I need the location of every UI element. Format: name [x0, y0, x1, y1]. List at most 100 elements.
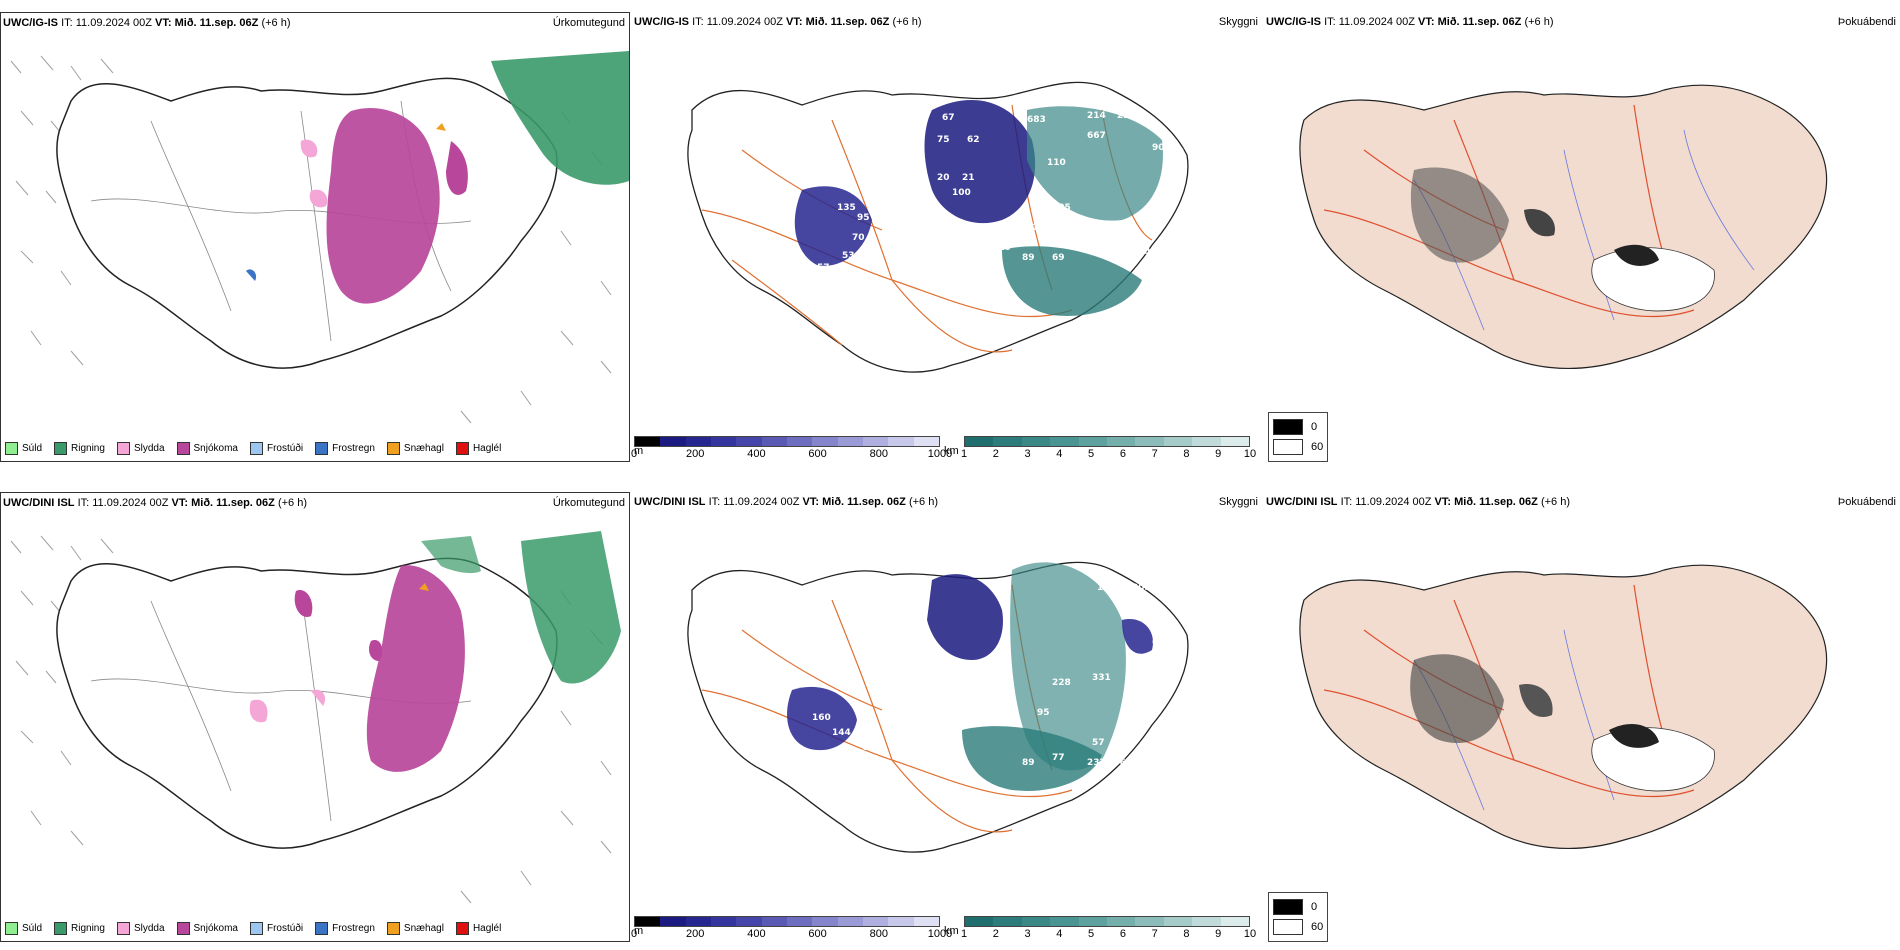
fog-swatch — [1273, 919, 1303, 935]
colorbar-segment — [736, 917, 762, 926]
legend-item: Rigning — [54, 442, 105, 455]
cloud-base-label: 75 — [937, 135, 950, 145]
fog-swatch — [1273, 439, 1303, 455]
colorbar-segment — [837, 437, 863, 446]
colorbar-segment — [1163, 917, 1193, 926]
legend-swatch — [455, 922, 469, 935]
legend-label: Snjókoma — [193, 443, 238, 454]
legend-label: Snjókoma — [193, 923, 238, 934]
colorbar-tick-label: 5 — [1088, 448, 1095, 460]
colorbar-tick-label: 7 — [1151, 928, 1158, 940]
colorbar-segment — [635, 437, 661, 446]
colorbar-segment — [1021, 437, 1051, 446]
panel-header: UWC/IG-IS IT: 11.09.2024 00Z VT: Mið. 11… — [1266, 16, 1554, 28]
legend-item: Slydda — [116, 922, 165, 935]
panel-precip-type-igis: UWC/IG-IS IT: 11.09.2024 00Z VT: Mið. 11… — [0, 12, 630, 462]
colorbar-segment — [913, 917, 939, 926]
m-unit-label: m — [634, 445, 644, 457]
cloud-base-label: 353 — [1142, 743, 1161, 753]
cloud-base-label: 89 — [1022, 758, 1035, 768]
cloud-base-label: 173 — [1032, 223, 1051, 233]
legend-label: Slydda — [133, 443, 165, 454]
panel-title: Þokuábendi — [1837, 16, 1896, 28]
cloud-base-label: 70 — [852, 233, 865, 243]
colorbar-segment — [1220, 437, 1250, 446]
colorbar-segment — [965, 917, 994, 926]
legend-swatch — [455, 442, 469, 455]
cloud-base-label: 105 — [1052, 203, 1071, 213]
fog-map — [1299, 84, 1828, 370]
colorbar-segment — [862, 437, 889, 446]
fog-legend-label: 60 — [1311, 921, 1324, 933]
fog-legend-label: 0 — [1311, 901, 1318, 913]
cloud-base-label: 110 — [992, 243, 1011, 253]
cloud-base-label: 135 — [837, 203, 856, 213]
panel-header: UWC/IG-IS IT: 11.09.2024 00Z VT: Mið. 11… — [3, 17, 291, 29]
cloud-base-label: 67 — [862, 743, 875, 753]
cloud-base-label: 69 — [1052, 253, 1065, 263]
visibility-km-colorbar: 1 2 3 4 5 6 7 8 9 10 — [960, 916, 1256, 941]
cloud-base-label: 95 — [857, 213, 870, 223]
colorbar-segment — [862, 917, 889, 926]
legend-label: Frostregn — [332, 443, 375, 454]
colorbar-tick-label: 1 — [960, 928, 968, 940]
panel-header: UWC/DINI ISL IT: 11.09.2024 00Z VT: Mið.… — [634, 496, 938, 508]
cloud-base-label: 57 — [1092, 738, 1105, 748]
colorbar-segment — [710, 437, 737, 446]
colorbar-tick-label: 800 — [869, 928, 888, 940]
colorbar-segment — [635, 917, 661, 926]
colorbar-segment — [1050, 917, 1079, 926]
colorbar-segment — [1220, 917, 1250, 926]
cloud-base-label: 90 — [1152, 143, 1165, 153]
visibility-m-colorbar: 0 200 400 600 800 1000 — [631, 916, 952, 941]
cloud-base-label: 331 — [1092, 673, 1111, 683]
legend-swatch — [176, 922, 190, 935]
colorbar-tick-label: 1000 — [927, 928, 953, 940]
panel-fog-dini: UWC/DINI ISL IT: 11.09.2024 00Z VT: Mið.… — [1264, 492, 1900, 942]
panel-title: Úrkomutegund — [552, 17, 625, 29]
legend-label: Slydda — [133, 923, 165, 934]
cloud-base-label: 18 — [902, 173, 915, 183]
fog-legend-row2: 0 60 — [1268, 892, 1329, 942]
cloud-base-label: 74 — [1172, 148, 1185, 158]
colorbar-segment — [786, 437, 813, 446]
fog-legend-label: 60 — [1311, 441, 1324, 453]
colorbar-segment — [660, 917, 686, 926]
cloud-base-label: 57 — [817, 263, 830, 273]
legend-swatch — [386, 442, 400, 455]
legend-swatch — [249, 922, 263, 935]
precip-type-legend: Súld Rigning Slydda Snjókoma Frostúði Frostre… — [5, 442, 501, 455]
cloud-base-label: 214 — [1087, 111, 1106, 121]
visibility-km-colorbar: 1 2 3 4 5 6 7 8 9 10 — [961, 436, 1256, 461]
cloud-base-label: 47 — [832, 758, 845, 768]
colorbar-segment — [736, 437, 762, 446]
colorbar-tick-label: 7 — [1151, 448, 1158, 460]
colorbar-segment — [837, 917, 863, 926]
cloud-base-label: 20 — [937, 173, 950, 183]
colorbar-tick-label: 200 — [686, 448, 705, 460]
legend-swatch — [386, 922, 400, 935]
legend-item: Haglél — [455, 442, 501, 455]
legend-item: Snjókoma — [176, 922, 238, 935]
cloud-base-label: 100 — [952, 188, 971, 198]
fog-legend-row1: 0 60 — [1268, 412, 1329, 462]
colorbar-segment — [1135, 917, 1164, 926]
cloud-base-label: 667 — [1087, 131, 1106, 141]
colorbar-tick-label: 3 — [1024, 928, 1031, 940]
panel-header: UWC/DINI ISL IT: 11.09.2024 00Z VT: Mið.… — [1266, 496, 1570, 508]
cloud-base-label: 229 — [1117, 111, 1136, 121]
legend-swatch — [54, 922, 68, 935]
fog-swatch — [1273, 419, 1303, 435]
legend-item: Snæhagl — [386, 442, 444, 455]
legend-item: Súld — [5, 442, 42, 455]
fog-legend-label: 0 — [1311, 421, 1318, 433]
precip-map — [10, 51, 629, 424]
legend-label: Súld — [22, 923, 43, 934]
colorbar-tick-label: 10 — [1243, 928, 1257, 940]
cloud-base-label: 38 — [1107, 223, 1120, 233]
colorbar-segment — [660, 437, 686, 446]
cloud-base-label: 188 — [987, 668, 1006, 678]
colorbar-segment — [913, 437, 939, 446]
colorbar-tick-label: 200 — [686, 928, 705, 940]
